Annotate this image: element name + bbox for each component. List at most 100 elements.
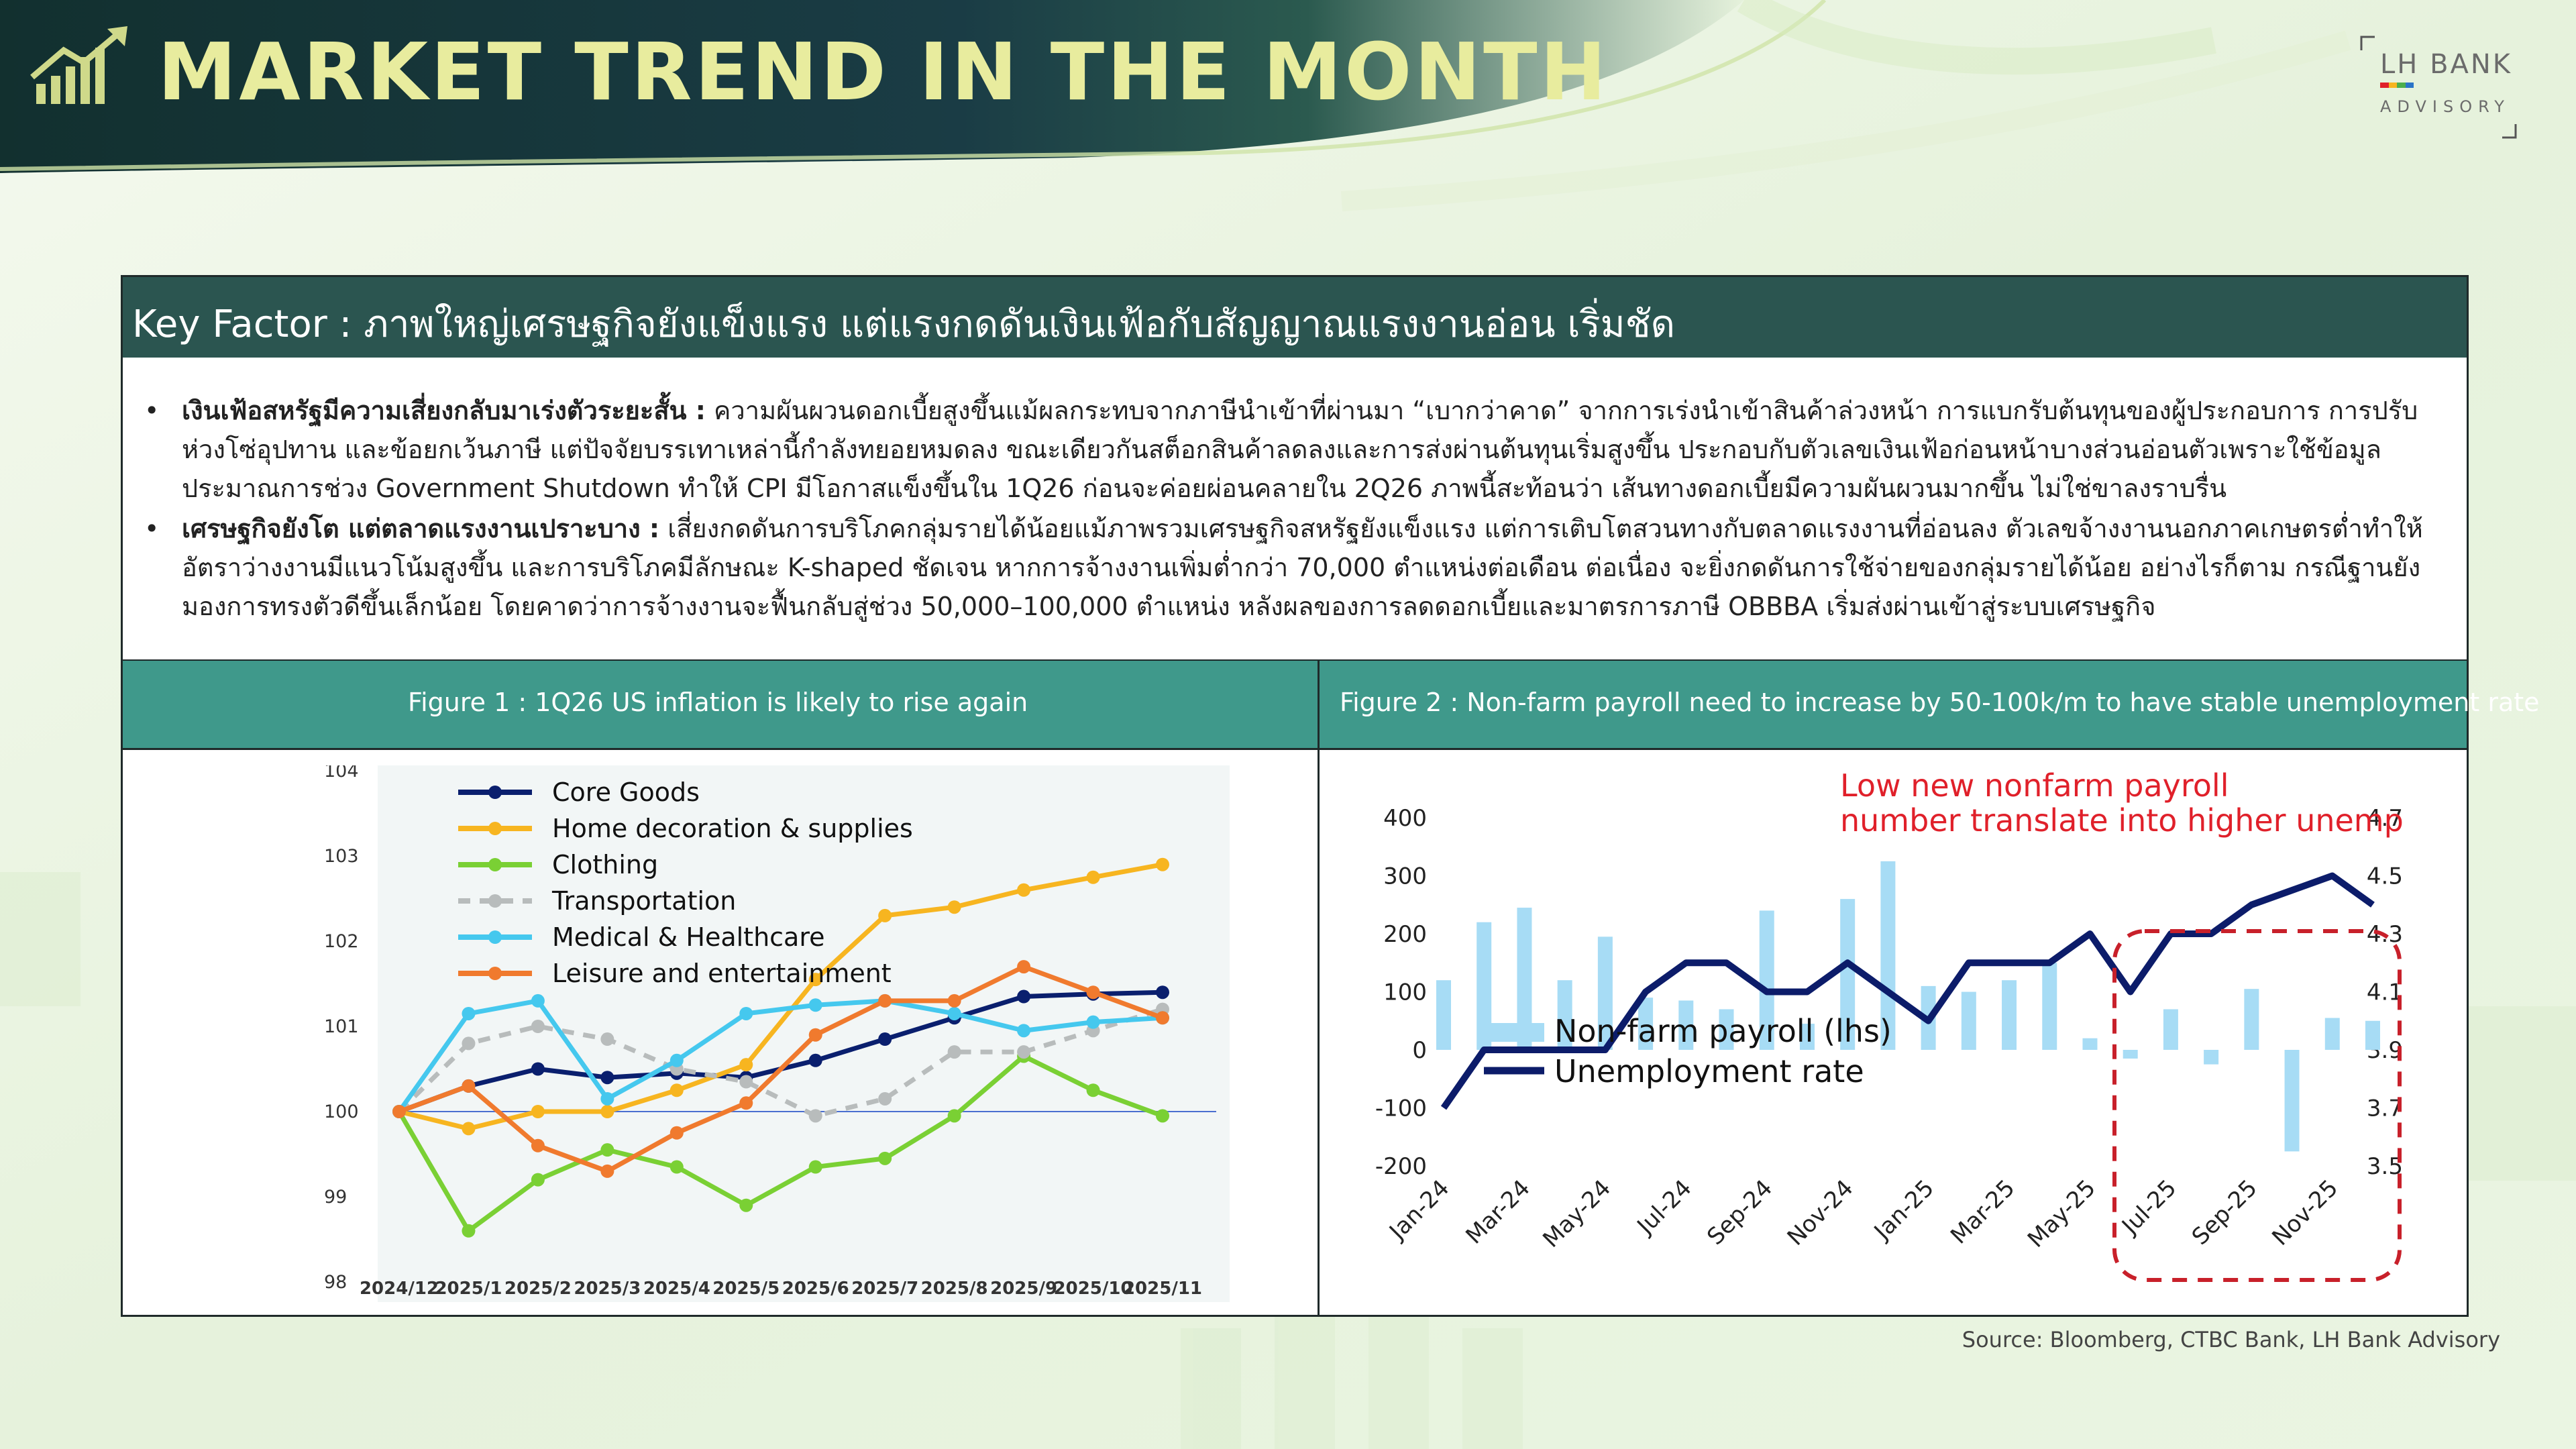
source-note: Source: Bloomberg, CTBC Bank, LH Bank Ad…	[1962, 1327, 2500, 1352]
figure1-header: Figure 1 : 1Q26 US inflation is likely t…	[123, 661, 1318, 748]
brand-color-bar	[2380, 83, 2414, 88]
series-point	[1086, 1015, 1100, 1029]
legend-marker	[488, 967, 502, 980]
series-point	[669, 1160, 684, 1174]
series-point	[669, 1083, 684, 1097]
unemployment-line	[1440, 872, 2375, 1110]
payroll-unemployment-chart: 4003002001000-100-2004.74.54.34.13.93.73…	[1360, 753, 2406, 1310]
series-point	[878, 1032, 892, 1046]
series-point	[1017, 883, 1031, 897]
series-line	[396, 1053, 1164, 1234]
legend-marker	[488, 894, 502, 908]
payroll-bar	[1557, 980, 1572, 1050]
series-point	[531, 994, 545, 1008]
series-point	[1156, 857, 1169, 871]
series-point	[808, 998, 822, 1012]
payroll-bar	[2365, 1020, 2380, 1050]
payroll-bar	[2244, 989, 2259, 1050]
y-tick-label: 101	[324, 1016, 359, 1037]
payroll-bar	[2324, 1018, 2340, 1050]
brand-sub: ADVISORY	[2380, 97, 2510, 116]
series-line	[397, 998, 1163, 1114]
series-point	[1017, 1045, 1031, 1059]
legend-label: Core Goods	[552, 777, 700, 807]
payroll-bar	[1880, 861, 1896, 1050]
figure2-caption: Figure 2 : Non-farm payroll need to incr…	[1340, 688, 2540, 717]
series-point	[531, 1020, 545, 1033]
legend-label: Non-farm payroll (lhs)	[1554, 1013, 1892, 1049]
series-point	[1156, 1109, 1169, 1123]
brand-name: LH BANK	[2380, 49, 2513, 80]
payroll-bar	[1678, 1000, 1694, 1050]
annotation-line2: number translate into higher unemploymen…	[1840, 802, 2406, 839]
payroll-bar	[1597, 936, 1613, 1050]
series-point	[462, 1036, 476, 1051]
x-tick-label: 2025/1	[435, 1279, 502, 1299]
growth-chart-icon	[30, 26, 127, 104]
series-point	[1017, 989, 1031, 1004]
series-point	[462, 1122, 476, 1136]
series-point	[739, 1006, 753, 1020]
series-point	[947, 1045, 961, 1059]
payroll-bar	[2002, 980, 2017, 1050]
y-tick-label: 102	[324, 931, 359, 952]
series-point	[808, 1109, 822, 1123]
series-point	[739, 1198, 753, 1212]
y-right-tick-label: 3.7	[2367, 1095, 2403, 1122]
payroll-bar	[2204, 1050, 2219, 1065]
key-factor-header: Key Factor : ภาพใหญ่เศรษฐกิจยังแข็งแรง แ…	[123, 277, 2467, 358]
series-point	[739, 1058, 753, 1072]
y-right-tick-label: 4.5	[2367, 863, 2403, 890]
y-tick-label: 98	[324, 1272, 347, 1293]
series-point	[947, 1109, 961, 1123]
x-tick-label: 2025/10	[1054, 1279, 1133, 1299]
series-point	[1017, 960, 1031, 974]
series-point	[392, 1105, 406, 1118]
legend-marker	[488, 930, 502, 944]
legend-label: Home decoration & supplies	[552, 814, 913, 843]
series-point	[1086, 870, 1100, 884]
y-tick-label: 100	[324, 1102, 359, 1122]
y-left-tick-label: -200	[1375, 1153, 1427, 1180]
series-point	[462, 1224, 476, 1238]
legend-marker	[488, 822, 502, 835]
payroll-bar	[1436, 980, 1451, 1050]
y-left-tick-label: 300	[1383, 863, 1427, 890]
y-right-tick-label: 4.1	[2367, 979, 2403, 1006]
series-line	[397, 1007, 1164, 1118]
payroll-bar	[2163, 1009, 2178, 1050]
legend-label: Unemployment rate	[1554, 1053, 1864, 1089]
x-tick-label: 2025/2	[504, 1279, 572, 1299]
payroll-bar	[1799, 1024, 1815, 1050]
series-point	[600, 1105, 614, 1118]
y-left-tick-label: -100	[1375, 1095, 1427, 1122]
payroll-bar	[2284, 1050, 2300, 1152]
series-point	[531, 1173, 545, 1187]
payroll-bar	[1477, 922, 1492, 1050]
y-left-tick-label: 400	[1383, 805, 1427, 832]
x-tick-label: 2024/12	[360, 1279, 439, 1299]
divider	[123, 748, 2467, 750]
bullet-dot: •	[144, 514, 160, 543]
key-factor-title: Key Factor : ภาพใหญ่เศรษฐกิจยังแข็งแรง แ…	[132, 303, 1675, 346]
legend-label: Leisure and entertainment	[552, 959, 892, 988]
series-point	[600, 1164, 614, 1178]
legend-label: Medical & Healthcare	[552, 922, 825, 952]
payroll-bar	[2082, 1038, 2098, 1050]
brand-frame-icon	[2360, 36, 2517, 139]
series-point	[739, 1075, 753, 1089]
series-point	[808, 973, 822, 987]
series-point	[1086, 985, 1100, 1000]
series-line	[398, 862, 1163, 1131]
x-tick-label: 2025/9	[990, 1279, 1057, 1299]
series-point	[878, 1091, 892, 1106]
legend-label: Transportation	[551, 886, 736, 916]
y-tick-label: 99	[324, 1187, 347, 1208]
y-tick-label: 104	[324, 765, 359, 782]
x-tick-label: 2025/4	[643, 1279, 710, 1299]
series-point	[808, 1053, 822, 1067]
series-point	[462, 1006, 476, 1020]
payroll-bar	[1719, 1009, 1734, 1050]
header-band	[0, 0, 2351, 211]
